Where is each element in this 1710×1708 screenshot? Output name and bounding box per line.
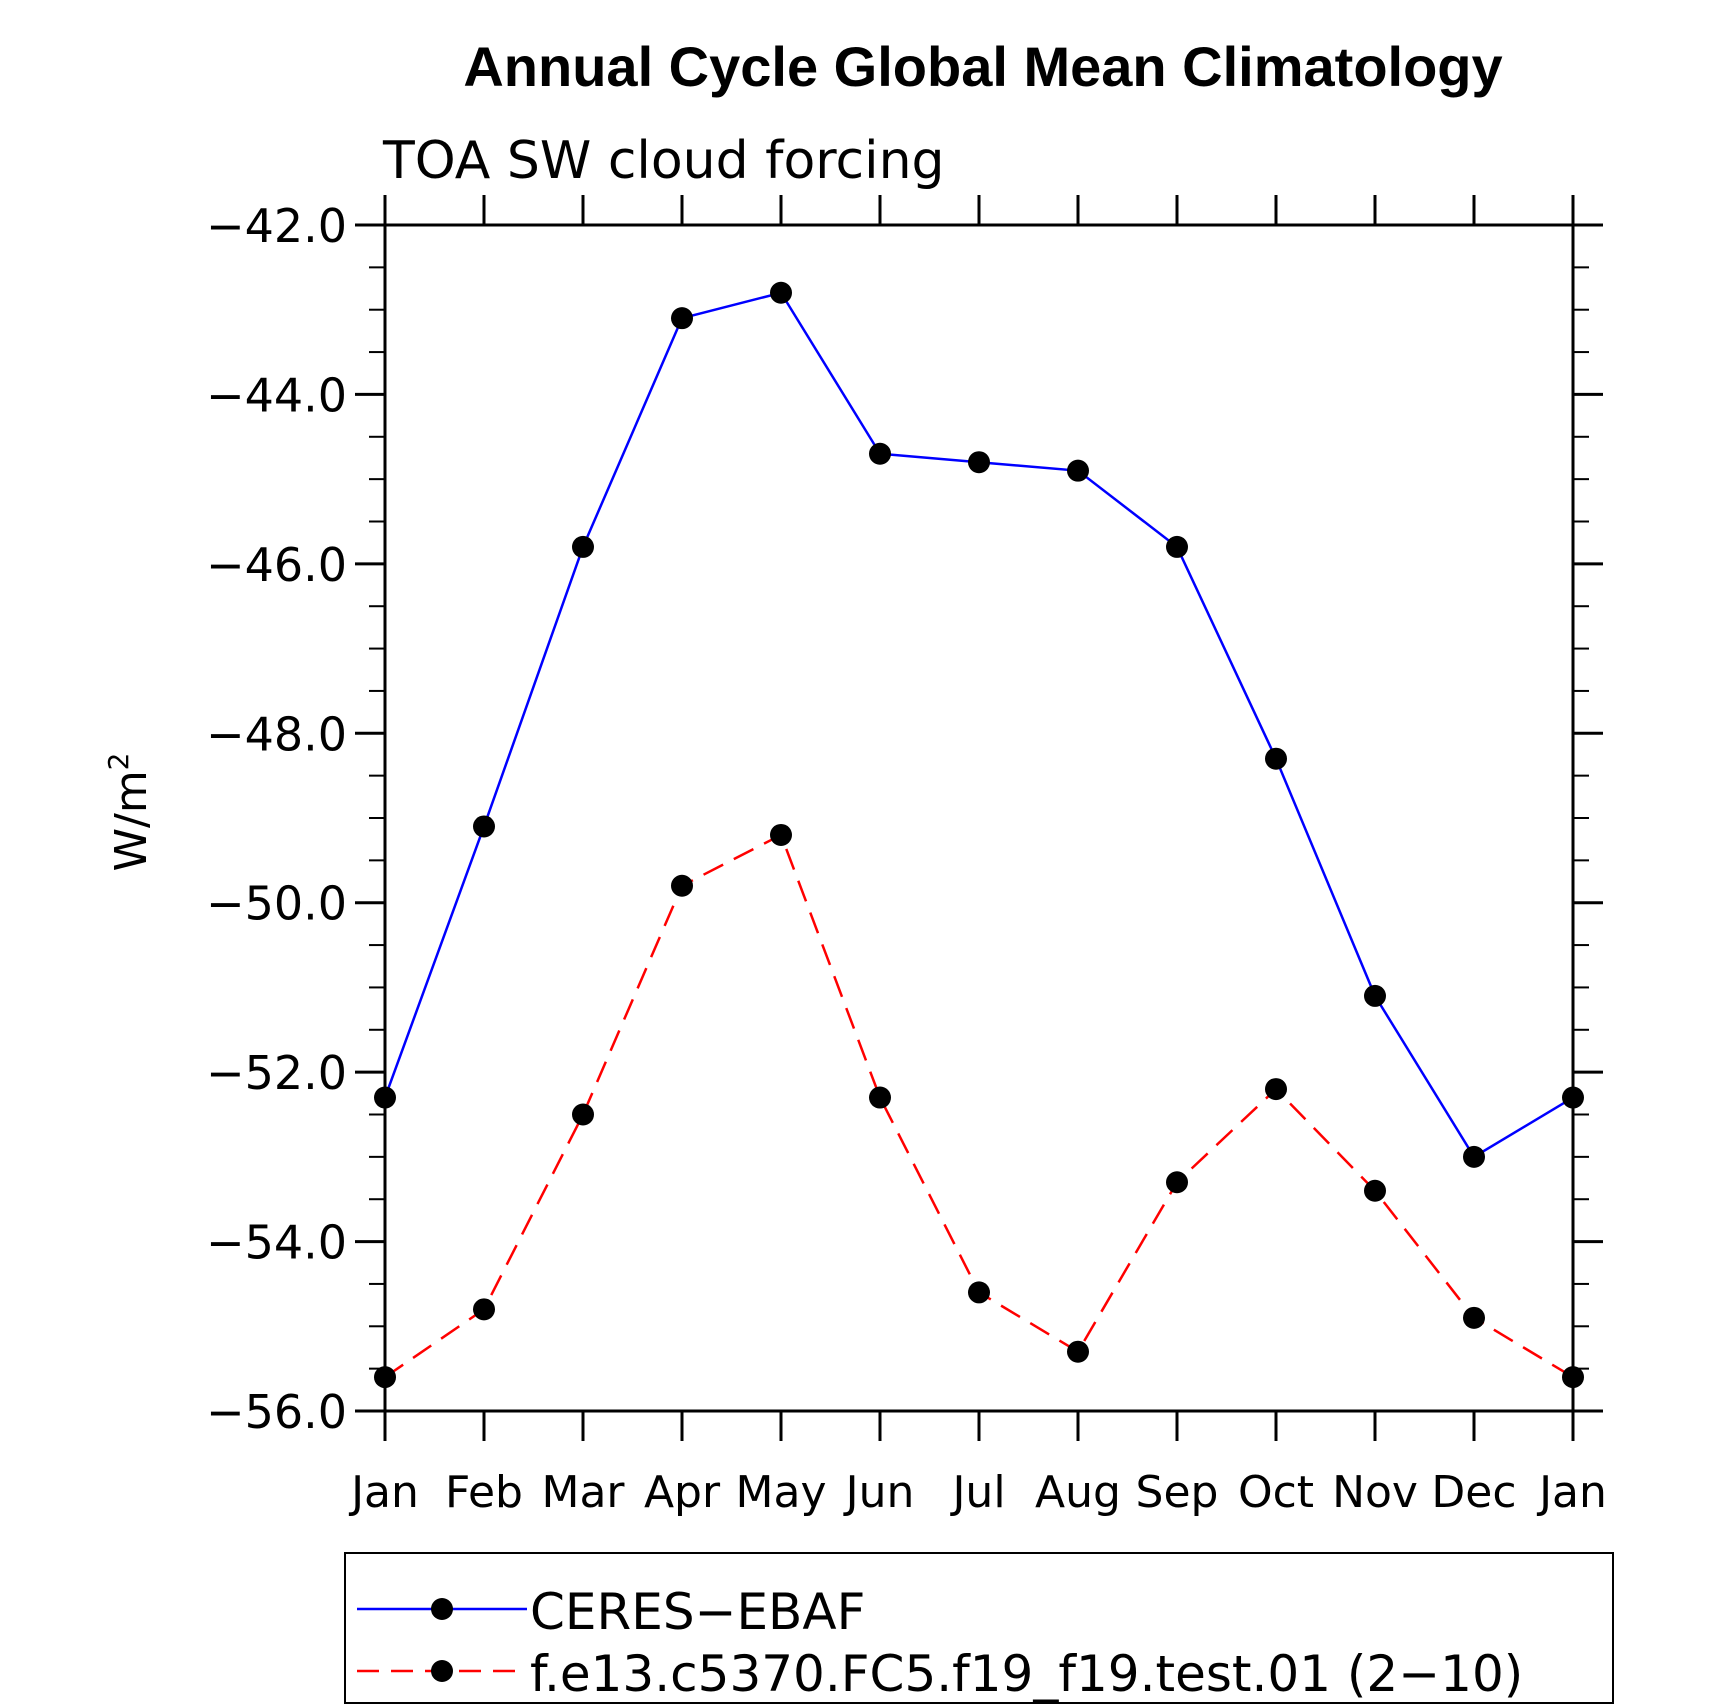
- data-point: [869, 1086, 891, 1109]
- data-point: [1067, 1340, 1089, 1363]
- x-tick-label: Jan: [1536, 1467, 1607, 1518]
- x-tick-label: Mar: [541, 1467, 625, 1518]
- x-tick-label: Feb: [445, 1467, 523, 1518]
- data-point: [374, 1366, 396, 1389]
- plot-frame: [383, 223, 1575, 1413]
- y-tick-label: −52.0: [206, 1046, 347, 1100]
- data-point: [1265, 1078, 1287, 1101]
- data-point: [968, 451, 990, 474]
- x-tick-label: Dec: [1431, 1467, 1516, 1518]
- x-tick-label: Apr: [644, 1467, 721, 1518]
- y-tick-label: −42.0: [206, 199, 347, 253]
- series-layer: [374, 281, 1584, 1389]
- x-tick-label: Jan: [348, 1467, 419, 1518]
- chart-subtitle: TOA SW cloud forcing: [382, 131, 945, 191]
- data-point: [1364, 984, 1386, 1007]
- data-point: [1067, 459, 1089, 482]
- y-tick-label: −56.0: [206, 1385, 347, 1439]
- data-point: [473, 815, 495, 838]
- y-axis-label: W/m2: [102, 752, 157, 871]
- data-point: [1463, 1306, 1485, 1329]
- data-point: [572, 1103, 594, 1126]
- data-point: [1364, 1179, 1386, 1202]
- x-tick-label: Jun: [843, 1467, 915, 1518]
- x-tick-label: May: [736, 1467, 827, 1518]
- x-tick-label: Jul: [949, 1467, 1005, 1518]
- y-tick-label: −46.0: [206, 538, 347, 592]
- legend-label: CERES−EBAF: [530, 1583, 865, 1641]
- x-tick-label: Sep: [1136, 1467, 1219, 1518]
- y-tick-label: −48.0: [206, 707, 347, 761]
- y-tick-label: −44.0: [206, 368, 347, 422]
- x-tick-label: Oct: [1238, 1467, 1314, 1518]
- data-point: [572, 535, 594, 558]
- legend-marker: [431, 1660, 453, 1682]
- x-tick-label: Aug: [1035, 1467, 1121, 1518]
- x-tick-label: Nov: [1332, 1467, 1418, 1518]
- y-axis-label-superscript: 2: [102, 752, 135, 770]
- data-point: [1265, 747, 1287, 770]
- chart-title: Annual Cycle Global Mean Climatology: [463, 35, 1502, 98]
- y-tick-label: −50.0: [206, 877, 347, 931]
- axis-ticks: −56.0 −54.0 −52.0 −50.0 −48.0 −46.0 −44.0 −42.0…: [206, 195, 1607, 1518]
- legend: CERES−EBAFf.e13.c5370.FC5.f19_f19.test.0…: [357, 1583, 1523, 1703]
- data-point: [671, 307, 693, 330]
- legend-label: f.e13.c5370.FC5.f19_f19.test.01 (2−10): [530, 1645, 1523, 1703]
- y-tick-label: −54.0: [206, 1216, 347, 1270]
- legend-box: [344, 1552, 1614, 1704]
- data-point: [869, 442, 891, 465]
- data-point: [473, 1298, 495, 1321]
- y-axis-label-text: W/m: [106, 770, 157, 871]
- series-line: [383, 291, 1574, 1159]
- data-point: [1166, 1171, 1188, 1194]
- data-point: [968, 1281, 990, 1304]
- legend-marker: [431, 1598, 453, 1620]
- data-point: [1562, 1366, 1584, 1389]
- data-point: [770, 823, 792, 846]
- data-point: [770, 281, 792, 304]
- data-point: [374, 1086, 396, 1109]
- data-point: [1463, 1145, 1485, 1168]
- data-point: [1166, 535, 1188, 558]
- data-point: [671, 874, 693, 897]
- data-point: [1562, 1086, 1584, 1109]
